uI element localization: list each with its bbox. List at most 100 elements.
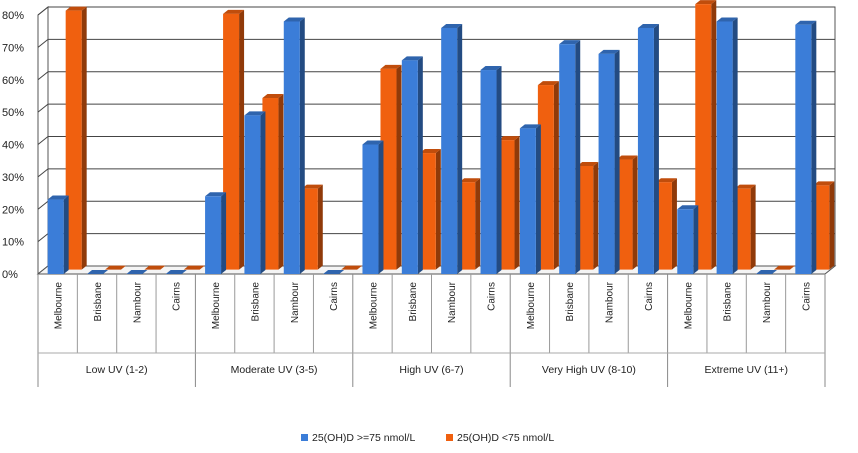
bar-series-2 (773, 265, 795, 270)
legend-swatch-series-1 (301, 434, 308, 441)
y-tick-label: 80% (2, 10, 24, 22)
bar-series-2-top (223, 9, 245, 14)
bar-series-1-front (677, 209, 694, 274)
gridline-side (37, 233, 49, 243)
y-tick-label: 50% (2, 107, 24, 119)
bar-series-1 (441, 23, 463, 275)
bar-series-2-front (419, 153, 436, 270)
bar-series-1-top (677, 205, 699, 210)
bar-series-2-top (459, 178, 481, 183)
x-tick-label: Cairns (801, 282, 812, 311)
bar-series-2-side (829, 181, 835, 270)
bar-series-2-front (380, 68, 397, 270)
bar-series-1-top (205, 192, 227, 197)
x-tick-label: Melbourne (54, 282, 65, 330)
bar-series-2-side (239, 9, 245, 270)
bar-series-1-top (755, 270, 777, 274)
bar-series-2 (537, 81, 559, 270)
bar-series-1 (677, 205, 699, 274)
bar-series-1-top (637, 23, 659, 28)
bar-series-1-top (126, 270, 148, 274)
group-label: Very High UV (8-10) (542, 364, 636, 376)
bar-series-1-side (260, 111, 266, 274)
x-tick-label: Brisbane (565, 282, 576, 322)
bar-series-1-side (221, 192, 227, 274)
x-tick-label: Brisbane (723, 282, 734, 322)
bar-series-1-side (732, 17, 738, 274)
bar-series-2-top (65, 6, 87, 11)
bar-series-1-top (441, 23, 463, 28)
bar-series-1-side (417, 56, 423, 275)
x-tick-label: Nambour (605, 281, 616, 323)
bar-series-2 (498, 136, 520, 270)
bar-series-2-side (750, 184, 756, 270)
bar-series-2-top (498, 136, 520, 141)
bar-series-2-top (419, 149, 441, 154)
x-tick-label: Nambour (290, 281, 301, 323)
bar-series-1-top (47, 195, 69, 200)
bar-series-1 (126, 270, 148, 275)
x-tick-label: Cairns (644, 282, 655, 311)
bar-series-1-side (299, 17, 305, 274)
bar-series-1 (795, 20, 817, 275)
bar-series-2-side (514, 136, 520, 270)
x-tick-label: Brisbane (408, 282, 419, 322)
x-tick-label: Cairns (487, 282, 498, 311)
bar-series-2 (183, 265, 205, 270)
bar-series-1-top (480, 66, 502, 71)
bar-series-1-top (244, 111, 266, 116)
bar-series-2-front (459, 182, 476, 270)
bar-series-2-front (223, 13, 240, 270)
bar-series-2 (262, 94, 284, 270)
bar-series-2-side (396, 64, 402, 270)
x-tick-label: Melbourne (211, 282, 222, 330)
bar-series-2-side (632, 155, 638, 270)
y-tick-label: 30% (2, 172, 24, 184)
bar-series-1-front (47, 199, 64, 274)
bar-series-2 (459, 178, 481, 270)
x-axis: Melbourne Brisbane Nambour Cairns Melbourne B… (37, 274, 826, 387)
bar-series-1-top (323, 270, 345, 274)
bar-series-1-side (811, 20, 817, 275)
bar-series-1-front (283, 21, 300, 274)
x-tick-label: Cairns (329, 282, 340, 311)
bar-series-2-side (671, 178, 677, 270)
bar-series-1-side (693, 205, 699, 274)
bar-series-2-side (81, 6, 87, 270)
bar-series-2 (616, 155, 638, 270)
bar-series-1 (637, 23, 659, 275)
bar-series-1-front (519, 128, 536, 274)
legend-label-series-2: 25(OH)D <75 nmol/L (457, 432, 554, 444)
bar-series-1 (47, 195, 69, 274)
bar-series-2 (695, 0, 717, 270)
bar-series-1-front (637, 27, 654, 275)
bar-series-2-top (734, 184, 756, 189)
bar-series-1-side (575, 40, 581, 275)
bar-series-2-front (262, 98, 279, 270)
bar-series-2-side (475, 178, 481, 270)
bar-series-2 (734, 184, 756, 270)
bar-series-2-top (380, 64, 402, 69)
x-tick-label: Nambour (447, 281, 458, 323)
bar-series-2-top (183, 265, 205, 270)
bar-series-2-front (498, 140, 515, 270)
bar-series-2-front (616, 159, 633, 270)
bar-series-1-front (559, 44, 576, 275)
bar-series-1-top (559, 40, 581, 45)
bar-series-1 (87, 270, 109, 275)
bar-series-2-top (341, 265, 363, 270)
bar-series-1-front (795, 24, 812, 275)
bar-series-2-top (537, 81, 559, 86)
bar-series-2 (144, 265, 166, 270)
x-tick-label: Melbourne (683, 282, 694, 330)
bar-series-2 (341, 265, 363, 270)
bar-series-2-front (655, 182, 672, 270)
bar-series-2-side (317, 184, 323, 270)
bar-series-1-side (496, 66, 502, 274)
y-tick-label: 10% (2, 237, 24, 249)
bar-series-1-front (205, 196, 222, 274)
bar-series-1 (205, 192, 227, 274)
bar-series-1-top (283, 17, 305, 22)
bar-series-1 (244, 111, 266, 274)
